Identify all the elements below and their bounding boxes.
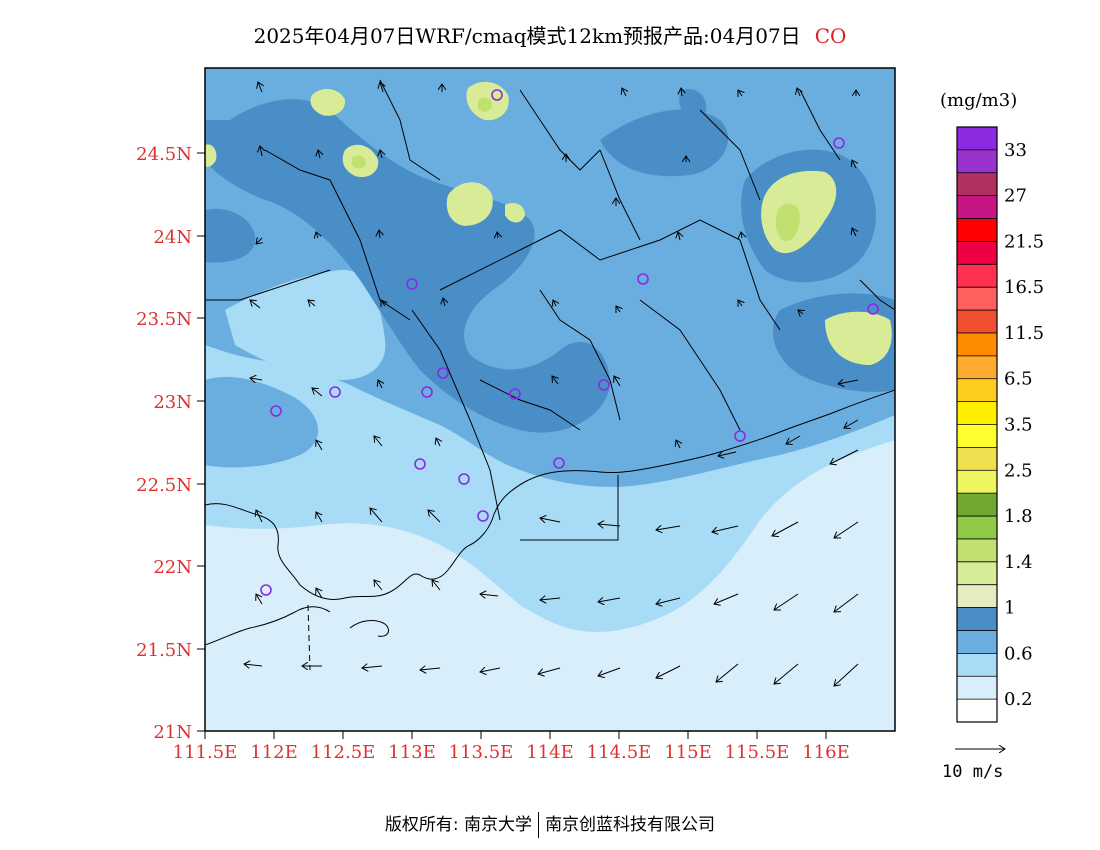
- lat-label-23-5: 23.5N: [136, 309, 192, 330]
- legend-label: 16.5: [1004, 277, 1044, 298]
- legend-swatch: [957, 241, 997, 265]
- lon-label-111-5: 111.5E: [173, 742, 238, 763]
- lon-label-115-5: 115.5E: [725, 742, 790, 763]
- legend-swatch: [957, 447, 997, 471]
- footer-separator: [538, 812, 540, 838]
- lon-label-112-5: 112.5E: [311, 742, 376, 763]
- legend-swatch: [957, 264, 997, 288]
- lat-label-24-5: 24.5N: [136, 144, 192, 165]
- legend-label: 6.5: [1004, 369, 1033, 390]
- legend-swatch: [957, 699, 997, 723]
- lat-label-24: 24N: [153, 227, 192, 248]
- legend-swatch: [957, 401, 997, 425]
- legend-swatch: [957, 630, 997, 654]
- legend-label: 1.8: [1004, 506, 1033, 527]
- map-title: 2025年04月07日WRF/cmaq模式12km预报产品:04月07日 CO: [0, 20, 1100, 49]
- legend-swatch: [957, 607, 997, 631]
- wind-reference-label: 10 m/s: [942, 762, 1004, 782]
- lon-label-116: 116E: [802, 742, 850, 763]
- legend-swatch: [957, 424, 997, 448]
- legend-label: 1: [1004, 598, 1015, 619]
- legend-labels: 33 27 21.5 16.5 11.5 6.5 3.5 2.5 1.8 1.4 1 0.6 0.2: [1004, 140, 1044, 710]
- legend-label: 3.5: [1004, 415, 1033, 436]
- legend-label: 0.6: [1004, 643, 1033, 664]
- legend-label: 0.2: [1004, 689, 1033, 710]
- legend-swatch: [957, 195, 997, 219]
- legend-swatch: [957, 287, 997, 311]
- legend-swatch: [957, 653, 997, 677]
- boundaries: [205, 79, 895, 671]
- legend-swatch: [957, 332, 997, 357]
- legend-swatch: [957, 516, 997, 540]
- footer-company: 南京创蓝科技有限公司: [545, 815, 716, 835]
- legend-frame: [956, 126, 998, 723]
- species-label: CO: [814, 24, 847, 48]
- legend-swatch: [957, 172, 997, 196]
- footer: 版权所有: 南京大学 南京创蓝科技有限公司: [0, 810, 1100, 838]
- color-legend: [956, 126, 998, 723]
- legend-label: 1.4: [1004, 552, 1033, 573]
- legend-swatch: [957, 493, 997, 517]
- legend-swatch: [957, 310, 997, 334]
- footer-copyright: 版权所有: 南京大学: [384, 815, 533, 835]
- legend-swatch: [957, 470, 997, 494]
- legend-label: 27: [1004, 186, 1027, 207]
- legend-swatch: [957, 676, 997, 700]
- legend-swatch: [957, 584, 997, 608]
- legend-swatch: [957, 378, 997, 402]
- legend-swatch: [957, 538, 997, 563]
- lat-label-21: 21N: [153, 722, 192, 743]
- lat-label-23: 23N: [153, 392, 192, 413]
- lat-label-21-5: 21.5N: [136, 640, 192, 661]
- lon-label-112: 112E: [250, 742, 298, 763]
- title-text: 2025年04月07日WRF/cmaq模式12km预报产品:04月07日: [253, 24, 801, 48]
- lon-label-113-5: 113.5E: [449, 742, 514, 763]
- legend-swatch: [957, 149, 997, 174]
- wind-vectors: [244, 82, 858, 686]
- legend-swatch: [957, 127, 997, 151]
- concentration-field: [205, 68, 895, 731]
- legend-label: 11.5: [1004, 323, 1044, 344]
- legend-label: 2.5: [1004, 460, 1033, 481]
- axis-ticks: [197, 152, 827, 739]
- lon-label-113: 113E: [388, 742, 436, 763]
- legend-swatch: [957, 355, 997, 380]
- lat-label-22: 22N: [153, 557, 192, 578]
- legend-unit: (mg/m3): [940, 90, 1018, 111]
- legend-label: 21.5: [1004, 231, 1044, 252]
- longitude-labels: 111.5E 112E 112.5E 113E 113.5E 114E 114.…: [173, 742, 850, 763]
- legend-label: 33: [1004, 140, 1027, 161]
- station-markers: [260, 89, 879, 596]
- legend-swatch: [957, 218, 997, 242]
- legend-swatch: [957, 561, 997, 585]
- lon-label-114: 114E: [526, 742, 574, 763]
- latitude-labels: 24.5N 24N 23.5N 23N 22.5N 22N 21.5N 21N: [136, 144, 192, 743]
- lon-label-114-5: 114.5E: [587, 742, 652, 763]
- lat-label-22-5: 22.5N: [136, 475, 192, 496]
- lon-label-115: 115E: [664, 742, 712, 763]
